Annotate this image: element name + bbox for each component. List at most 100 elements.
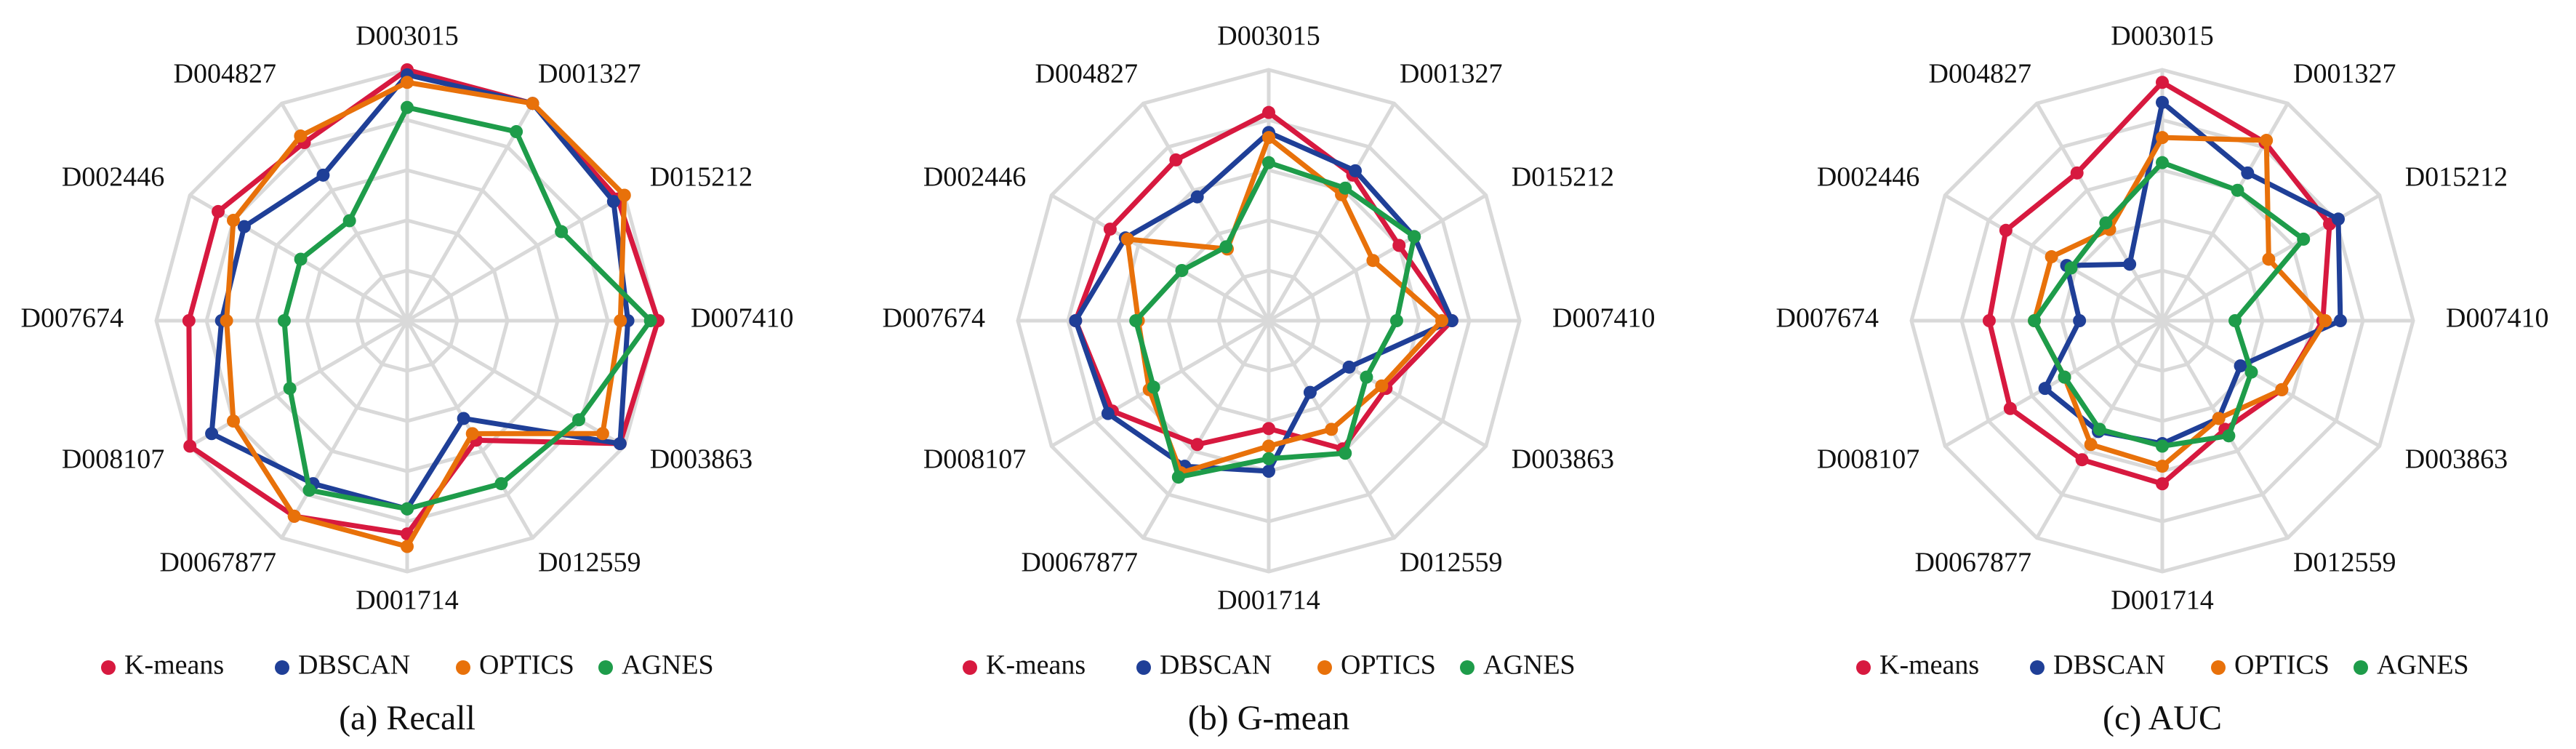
- data-point: [2275, 382, 2289, 396]
- data-point: [1408, 230, 1421, 244]
- axis-label: D007674: [21, 303, 124, 334]
- grid-spoke: [1141, 319, 1271, 540]
- data-point: [2244, 365, 2258, 379]
- axis-label: D012559: [1400, 548, 1502, 578]
- data-point: [1375, 379, 1389, 393]
- data-point: [1190, 190, 1204, 204]
- data-point: [2156, 95, 2169, 109]
- radar-panel: D003015 D001327 D015212 D007410 D003863 D0125…: [1776, 21, 2549, 737]
- data-point: [1262, 439, 1275, 453]
- data-point: [1342, 360, 1356, 374]
- legend-label: AGNES: [622, 650, 714, 681]
- radar-panel: D003015 D001327 D015212 D007410 D003863 D0125…: [883, 21, 1656, 737]
- data-point: [1982, 314, 1996, 327]
- legend-label: OPTICS: [479, 650, 574, 681]
- legend-marker: [2354, 660, 2368, 675]
- data-point: [1339, 181, 1352, 195]
- data-point: [457, 412, 470, 425]
- data-point: [316, 168, 330, 182]
- grid-spoke: [1943, 319, 2164, 448]
- data-point: [2003, 401, 2017, 415]
- data-point: [2260, 134, 2274, 148]
- series-line: [2042, 100, 2343, 446]
- data-point: [401, 540, 414, 553]
- data-point: [1445, 314, 1458, 327]
- data-point: [1069, 314, 1083, 327]
- data-point: [1262, 156, 1275, 169]
- grid-spoke: [1141, 102, 1271, 322]
- axis-label: D003015: [2111, 21, 2213, 52]
- data-point: [510, 125, 523, 139]
- axis-label: D007410: [1552, 303, 1655, 334]
- axis-label: D001327: [2293, 59, 2396, 89]
- data-point: [1262, 131, 1275, 145]
- data-point: [1366, 254, 1380, 268]
- axis-label: D003015: [1217, 21, 1320, 52]
- data-point: [2073, 314, 2087, 327]
- legend-label: OPTICS: [1341, 650, 1436, 681]
- data-point: [555, 225, 569, 239]
- data-point: [2028, 314, 2042, 327]
- data-point: [2212, 412, 2226, 425]
- radar-panel: D003015 D001327 D015212 D007410 D003863 D0125…: [21, 21, 794, 737]
- data-point: [294, 252, 308, 266]
- data-point: [342, 214, 356, 228]
- grid-spoke: [406, 319, 626, 448]
- grid-spoke: [2035, 102, 2164, 322]
- axis-label: D004827: [174, 59, 276, 89]
- data-point: [1389, 314, 1403, 327]
- data-point: [294, 129, 308, 143]
- data-point: [205, 427, 219, 441]
- axis-label: D008107: [923, 444, 1026, 475]
- data-point: [465, 427, 479, 441]
- axis-label: D001327: [538, 59, 641, 89]
- legend-label: AGNES: [1483, 650, 1576, 681]
- data-point: [1999, 223, 2013, 237]
- axis-label: D003863: [1512, 444, 1614, 475]
- data-point: [2156, 460, 2169, 473]
- axis-label: D002446: [62, 162, 164, 193]
- legend-marker: [1136, 660, 1151, 675]
- data-point: [2093, 422, 2106, 436]
- legend-marker: [1856, 660, 1871, 675]
- axis-label: D001327: [1400, 59, 1502, 89]
- data-point: [1129, 314, 1143, 327]
- data-point: [613, 437, 627, 451]
- data-point: [1103, 223, 1117, 236]
- data-point: [2156, 76, 2169, 89]
- data-point: [182, 314, 196, 327]
- data-point: [1219, 240, 1233, 254]
- grid-spoke: [406, 193, 626, 323]
- legend-label: DBSCAN: [298, 650, 410, 681]
- legend-label: K-means: [986, 650, 1086, 681]
- legend-marker: [598, 660, 613, 675]
- data-point: [2084, 438, 2098, 452]
- data-point: [1262, 105, 1275, 119]
- axis-label: D003863: [650, 444, 753, 475]
- caption: (b) G-mean: [1188, 699, 1350, 737]
- data-point: [1175, 264, 1189, 277]
- legend-label: K-means: [124, 650, 224, 681]
- legend-label: AGNES: [2377, 650, 2469, 681]
- data-point: [237, 220, 251, 233]
- data-point: [2099, 216, 2113, 230]
- data-point: [1262, 422, 1275, 436]
- data-point: [1190, 438, 1204, 452]
- axis-label: D008107: [62, 444, 164, 475]
- axis-label: D0067877: [1915, 548, 2031, 578]
- data-point: [1303, 385, 1317, 399]
- data-point: [1147, 380, 1160, 394]
- data-point: [2064, 261, 2078, 275]
- legend-marker: [1317, 660, 1332, 675]
- data-point: [1262, 452, 1275, 465]
- data-point: [617, 188, 631, 202]
- data-point: [401, 502, 414, 516]
- data-point: [494, 477, 508, 491]
- data-point: [2228, 314, 2242, 327]
- data-point: [2156, 131, 2169, 145]
- grid-spoke: [405, 102, 534, 322]
- data-point: [1101, 406, 1115, 420]
- axis-label: D002446: [1817, 162, 1919, 193]
- axis-label: D002446: [923, 162, 1026, 193]
